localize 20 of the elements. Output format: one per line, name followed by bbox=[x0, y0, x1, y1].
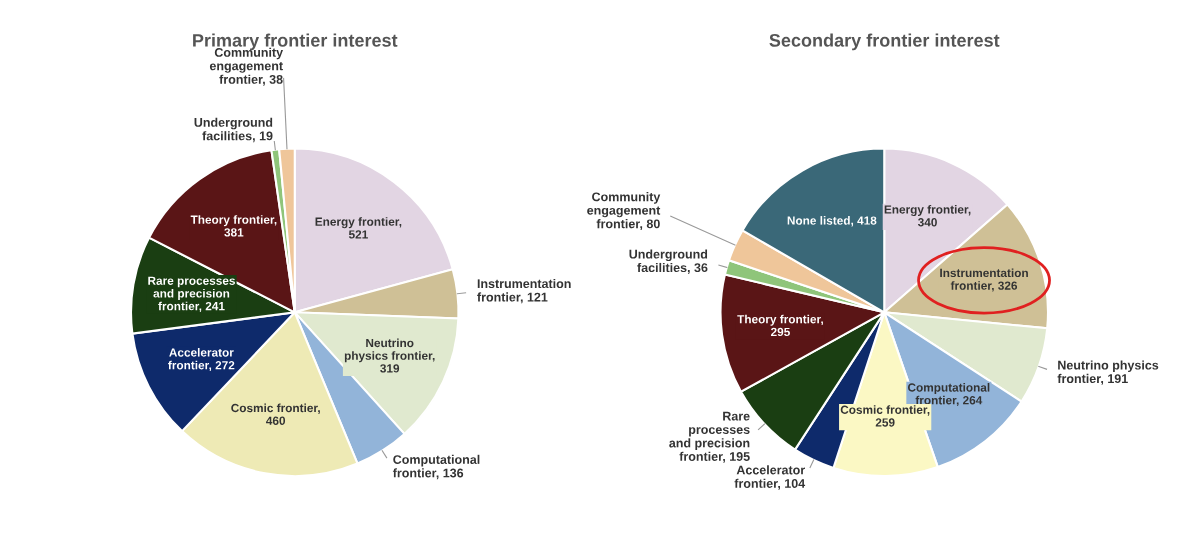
slice-label: Underground facilities, 36 bbox=[629, 249, 708, 274]
slice-label: Underground facilities, 19 bbox=[194, 117, 273, 143]
slice-label: Neutrino physics frontier, 319 bbox=[344, 338, 435, 373]
slice-label: Theory frontier, 295 bbox=[737, 314, 823, 337]
slice-label: Energy frontier, 521 bbox=[315, 217, 402, 239]
slice-label: Neutrino physics frontier, 191 bbox=[1057, 360, 1159, 385]
slice-label: Instrumentation frontier, 121 bbox=[477, 278, 571, 304]
slice-label: None listed, 418 bbox=[787, 216, 877, 227]
slice-label: Rare processes and precision frontier, 195 bbox=[669, 411, 750, 463]
slice-label: Community engagement frontier, 80 bbox=[587, 192, 661, 231]
slice-label: Cosmic frontier, 460 bbox=[231, 403, 320, 425]
slice-label: Instrumentation frontier, 326 bbox=[940, 268, 1028, 292]
slice-label: Energy frontier, 340 bbox=[884, 205, 971, 227]
slice-label: Computational frontier, 136 bbox=[392, 454, 480, 480]
slice-label: Accelerator frontier, 104 bbox=[734, 465, 806, 490]
slice-label: Theory frontier, 381 bbox=[190, 215, 277, 237]
chart-title: Secondary frontier interest bbox=[769, 33, 1000, 51]
slice-label: Rare processes and precision frontier, 241 bbox=[148, 276, 235, 313]
slice-label: Cosmic frontier, 259 bbox=[840, 405, 930, 427]
slice-label: Accelerator frontier, 272 bbox=[168, 348, 235, 372]
